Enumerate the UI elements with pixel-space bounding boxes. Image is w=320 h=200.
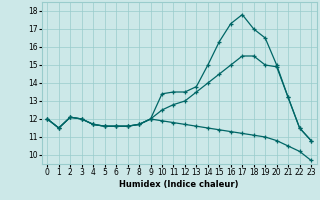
X-axis label: Humidex (Indice chaleur): Humidex (Indice chaleur)	[119, 180, 239, 189]
